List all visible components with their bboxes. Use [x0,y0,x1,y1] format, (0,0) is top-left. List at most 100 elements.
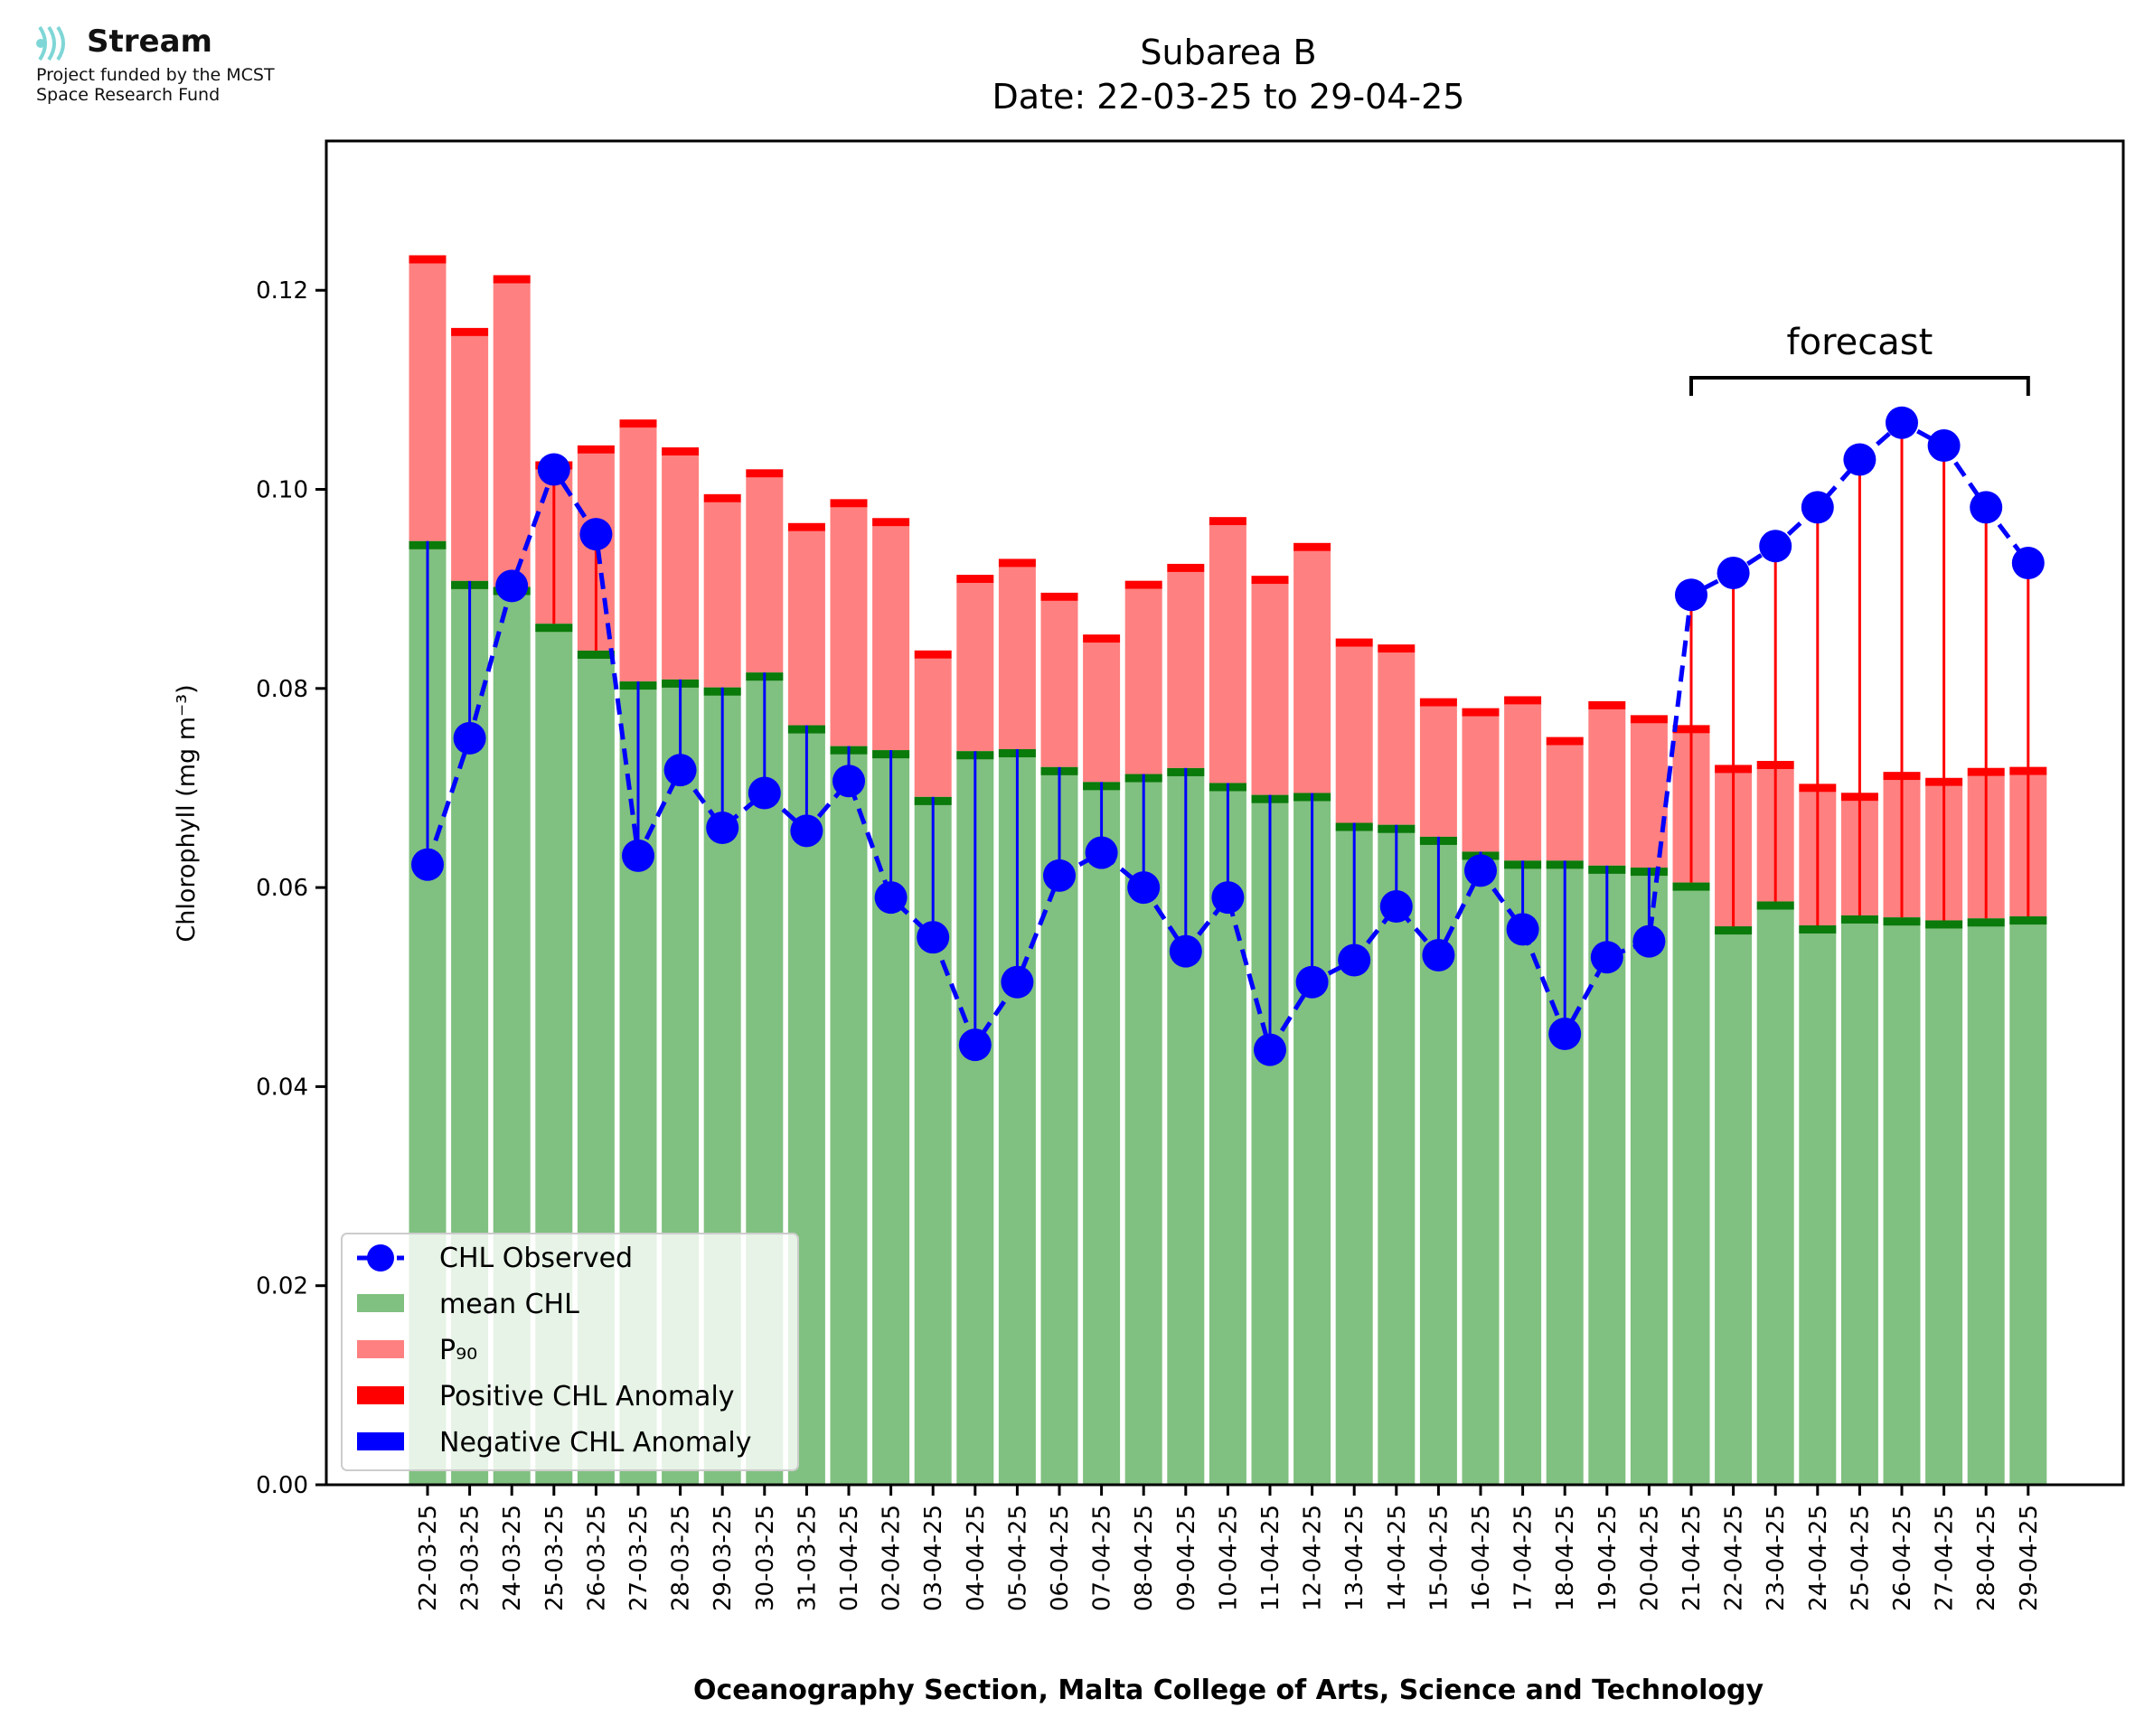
observed-point [832,765,865,798]
x-tick-label: 13-04-25 [1341,1505,1369,1611]
legend-swatch-observed-marker [367,1244,394,1272]
x-tick-label: 11-04-25 [1257,1505,1284,1611]
observed-point [1548,1018,1582,1051]
mean-cap [2009,916,2047,925]
p90-cap [1546,737,1584,746]
p90-bar [1419,706,1457,837]
p90-bar [1293,550,1331,793]
forecast-bracket [1689,376,2030,396]
p90-cap [1335,638,1373,647]
legend-label-positive: Positive CHL Anomaly [439,1381,735,1412]
y-tick-label: 0.12 [256,277,308,305]
stream-wave-icon [36,25,65,61]
p90-cap [1083,634,1121,643]
observed-point [917,921,950,954]
observed-point [1590,941,1623,974]
x-tick-label: 17-04-25 [1510,1505,1538,1611]
mean-bar [830,746,868,1485]
observed-point [1886,406,1918,439]
p90-bar [662,455,700,680]
p90-cap [1293,542,1331,551]
mean-cap [1799,924,1837,934]
observed-point [1254,1033,1286,1066]
x-axis: 22-03-25 23-03-25 24-03-25 25-03-25 26-03-25… [415,1485,2043,1611]
p90-cap [787,522,825,531]
observed-point [1379,890,1413,924]
x-tick-label: 25-03-25 [541,1505,569,1611]
p90-cap [1462,708,1500,717]
x-axis-label: Oceanography Section, Malta College of A… [693,1675,1764,1706]
anomaly-stem-layer [426,422,2030,1050]
mean-cap [1756,901,1794,910]
x-tick-label: 25-04-25 [1847,1505,1874,1611]
x-tick-label: 05-04-25 [1004,1505,1031,1611]
observed-point [1085,836,1118,869]
observed-line-layer [411,406,2045,1066]
observed-point [1759,530,1792,563]
p90-cap [662,447,700,456]
p90-cap [1209,517,1246,526]
x-tick-label: 29-03-25 [710,1505,737,1611]
x-tick-label: 04-04-25 [963,1505,990,1611]
x-tick-label: 22-03-25 [415,1505,442,1611]
y-tick-label: 0.02 [256,1273,308,1300]
p90-bar [998,567,1036,750]
p90-bar [703,502,741,688]
observed-point [706,812,739,845]
x-tick-label: 03-04-25 [920,1505,947,1611]
mean-bar [1756,901,1794,1485]
p90-bar [1251,584,1289,795]
y-axis-label: Chlorophyll (mg m⁻³) [173,684,201,942]
p90-bar [1209,525,1246,784]
observed-point [790,814,823,848]
x-tick-label: 19-04-25 [1594,1505,1622,1611]
p90-bar [830,507,868,746]
mean-bar [1083,782,1121,1485]
p90-bar [409,263,447,541]
p90-bar [956,583,994,752]
observed-point [1464,854,1497,887]
x-tick-label: 26-04-25 [1889,1505,1916,1611]
observed-point [495,569,529,603]
x-tick-label: 07-04-25 [1089,1505,1116,1611]
p90-bar [1504,704,1542,861]
p90-cap [1251,576,1289,585]
mean-bar [1378,824,1416,1485]
p90-cap [746,469,784,478]
x-tick-label: 23-04-25 [1763,1505,1790,1611]
x-tick-label: 29-04-25 [2016,1505,2043,1611]
p90-bar [787,530,825,726]
x-tick-label: 08-04-25 [1131,1505,1158,1611]
legend-swatch-negative [357,1432,404,1450]
p90-bar [872,526,910,751]
mean-bar [1967,918,2005,1485]
p90-cap [956,575,994,584]
x-tick-label: 09-04-25 [1173,1505,1200,1611]
legend-swatch-p90 [357,1340,404,1358]
p90-cap [703,493,741,502]
x-tick-label: 28-03-25 [668,1505,695,1611]
x-tick-label: 10-04-25 [1215,1505,1242,1611]
plot-frame [325,139,2125,1487]
forecast-annotation: forecast [1689,322,2030,396]
p90-cap [451,327,489,336]
x-tick-label: 20-04-25 [1636,1505,1663,1611]
observed-point [1338,943,1371,977]
p90-cap [1630,715,1668,724]
legend-swatch-positive [357,1386,404,1404]
x-tick-label: 24-04-25 [1805,1505,1832,1611]
mean-bar [1504,860,1542,1485]
x-tick-label: 18-04-25 [1552,1505,1579,1611]
x-tick-label: 21-04-25 [1679,1505,1706,1611]
p90-cap [619,419,657,428]
p90-cap [872,518,910,527]
mean-cap [1840,915,1878,924]
p90-cap [1504,696,1542,705]
p90-bar [1335,646,1373,823]
legend-swatch-mean [357,1294,404,1312]
p90-cap [914,650,952,659]
p90-cap [1588,700,1626,709]
mean-cap [1925,920,1963,929]
x-tick-label: 06-04-25 [1047,1505,1074,1611]
